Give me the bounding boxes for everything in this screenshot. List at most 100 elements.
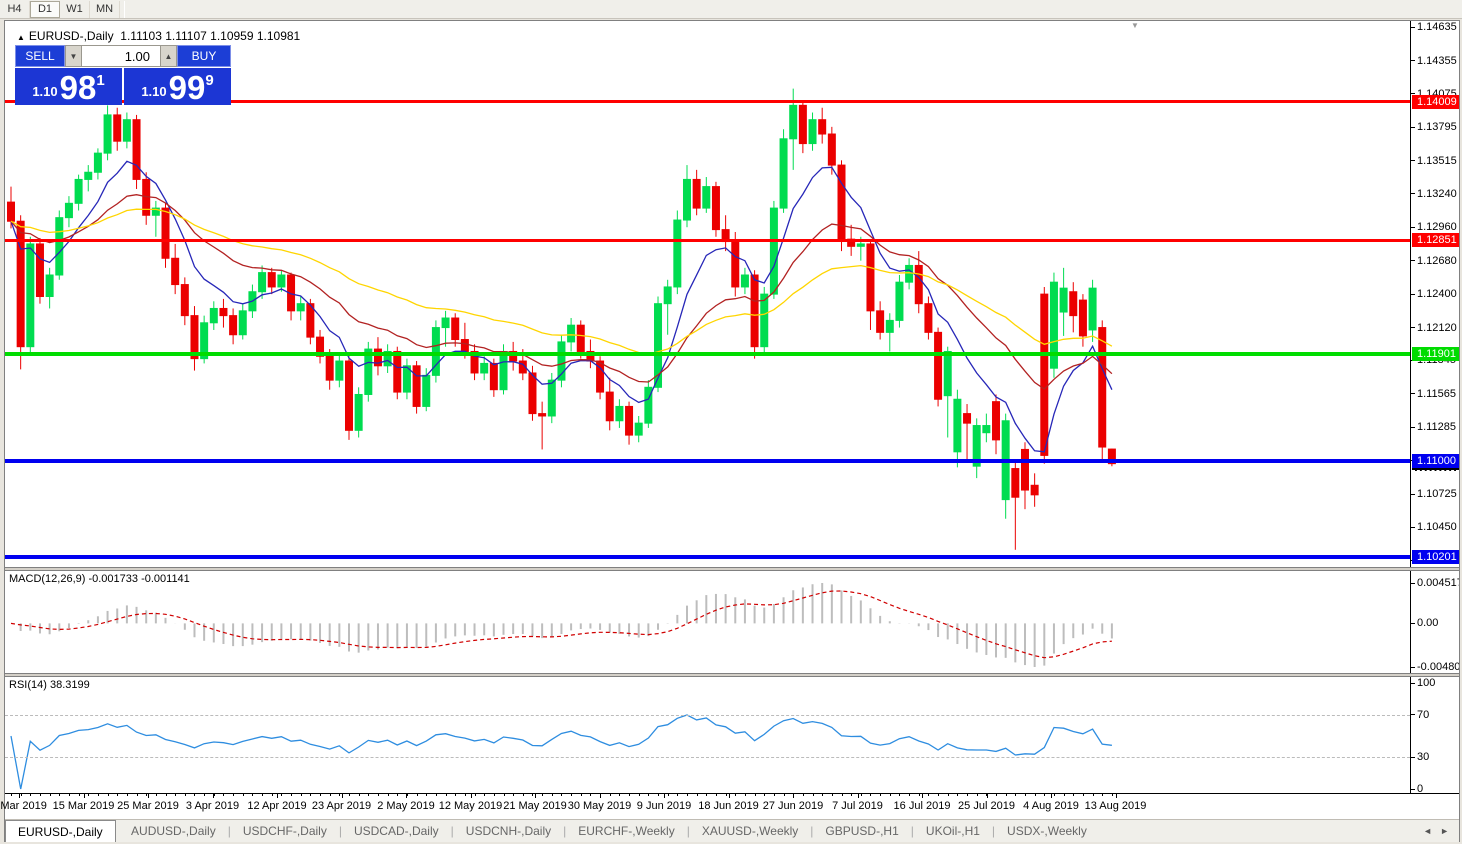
price-level-line-1.14009[interactable]: [5, 100, 1410, 104]
tab-usdx-weekly[interactable]: USDX-,Weekly: [1007, 824, 1087, 838]
price-level-line-1.12851[interactable]: [5, 238, 1410, 242]
time-axis-minor-tick: [677, 794, 679, 796]
tab-separator: |: [991, 824, 996, 838]
sell-button[interactable]: SELL: [15, 45, 65, 67]
time-axis-minor-tick: [329, 794, 331, 796]
time-axis-minor-tick: [580, 794, 582, 796]
tab-separator: |: [686, 824, 690, 838]
chart-collapse-icon[interactable]: ▲: [17, 33, 25, 42]
candle-body: [576, 324, 585, 352]
time-axis-minor-tick: [773, 794, 775, 796]
tab-scroll-right-icon[interactable]: ►: [1440, 826, 1449, 836]
tab-separator: |: [227, 824, 231, 838]
date-label: 25 Mar 2019: [117, 800, 179, 812]
tab-ukoil-h1[interactable]: UKOil-,H1: [925, 824, 980, 838]
buy-button[interactable]: BUY: [177, 45, 231, 67]
time-axis-minor-tick: [764, 794, 766, 796]
tab-usdcad-daily[interactable]: USDCAD-,Daily: [353, 824, 439, 838]
timeframe-toolbar: H4 D1 W1 MN: [0, 0, 1462, 19]
price-level-line-1.11901[interactable]: [5, 351, 1410, 356]
time-axis-minor-tick: [880, 794, 882, 796]
timeframe-button-d1[interactable]: D1: [30, 0, 60, 18]
buy-price-sup: 9: [205, 72, 214, 89]
toolbar-separator: [124, 0, 125, 18]
candle-body: [528, 372, 537, 415]
price-axis-label: 1.12120: [1417, 321, 1457, 334]
candle-body: [84, 171, 93, 180]
time-axis-minor-tick: [155, 794, 157, 796]
price-level-badge-1.12851: 1.12851: [1412, 233, 1459, 248]
rsi-axis-label: 70: [1417, 708, 1430, 721]
time-axis-tick: [1115, 794, 1117, 798]
date-label: 7 Jul 2019: [832, 800, 883, 812]
candle-body: [441, 317, 450, 329]
time-axis-minor-tick: [783, 794, 785, 796]
price-level-line-1.10201[interactable]: [5, 554, 1410, 559]
candle-body: [750, 274, 759, 348]
macd-axis-tick: [1411, 666, 1415, 668]
timeframe-button-w1[interactable]: W1: [60, 0, 90, 18]
candle-body: [93, 152, 102, 173]
sell-price-sup: 1: [96, 72, 105, 89]
tab-eurchf-weekly[interactable]: EURCHF-,Weekly: [578, 824, 675, 838]
tab-eurusd-daily[interactable]: EURUSD-,Daily: [5, 820, 116, 842]
candle-body: [596, 360, 605, 393]
tab-scroll-left-icon[interactable]: ◄: [1423, 826, 1433, 836]
rsi-level-line-70: [5, 714, 1410, 716]
candle-body: [625, 405, 634, 436]
time-axis-minor-tick: [348, 794, 350, 796]
sell-price-display[interactable]: 1.10 98 1: [15, 68, 122, 105]
candle-body: [567, 324, 576, 343]
time-axis-minor-tick: [397, 794, 399, 796]
date-label: 2 May 2019: [377, 800, 435, 812]
buy-price-display[interactable]: 1.10 99 9: [124, 68, 231, 105]
price-axis-tick: [1411, 526, 1415, 528]
candle-body: [914, 264, 923, 305]
time-axis-tick: [535, 794, 536, 798]
time-axis-minor-tick: [860, 794, 862, 796]
time-axis-minor-tick: [600, 794, 602, 796]
candle-body: [258, 272, 267, 293]
tab-usdcnh-daily[interactable]: USDCNH-,Daily: [465, 824, 552, 838]
tab-xauusd-weekly[interactable]: XAUUSD-,Weekly: [701, 824, 799, 838]
date-label: 30 May 2019: [567, 800, 632, 812]
price-axis-tick: [1411, 493, 1415, 495]
macd-axis-tick: [1411, 622, 1415, 624]
candle-body: [538, 413, 547, 417]
date-label: 27 Jun 2019: [762, 800, 824, 812]
candle-body: [287, 274, 296, 312]
candle-body: [451, 317, 460, 341]
price-axis-label: 1.10725: [1417, 488, 1457, 501]
pane-splitter[interactable]: [5, 567, 1459, 571]
price-axis-label: 1.12680: [1417, 254, 1457, 267]
price-axis-tick: [1411, 226, 1415, 228]
price-level-line-1.11000[interactable]: [5, 459, 1410, 464]
pane-splitter[interactable]: [5, 673, 1459, 677]
time-axis-minor-tick: [957, 794, 959, 796]
timeframe-button-h4[interactable]: H4: [0, 0, 30, 18]
time-axis-minor-tick: [609, 794, 611, 796]
time-axis-minor-tick: [262, 794, 264, 796]
rsi-axis-tick: [1411, 714, 1415, 716]
candle-body: [1107, 448, 1116, 465]
tab-gbpusd-h1[interactable]: GBPUSD-,H1: [825, 824, 899, 838]
time-axis-minor-tick: [223, 794, 225, 796]
candle-body: [876, 310, 885, 333]
volume-increase-button[interactable]: ▲: [160, 45, 177, 67]
macd-pane: MACD(12,26,9) -0.001733 -0.001141 0.0045…: [5, 571, 1459, 673]
candle-body: [122, 119, 131, 142]
candle-body: [209, 307, 218, 324]
tab-audusd-daily[interactable]: AUDUSD-,Daily: [131, 824, 216, 838]
price-axis-label: 1.11285: [1417, 421, 1456, 434]
timeframe-button-mn[interactable]: MN: [90, 0, 120, 18]
volume-input[interactable]: [82, 45, 160, 67]
volume-decrease-button[interactable]: ▼: [65, 45, 82, 67]
candlestick-plot: [7, 88, 1116, 550]
tab-separator: |: [338, 824, 342, 838]
date-label: 13 Aug 2019: [1084, 800, 1147, 812]
candle-body: [229, 315, 238, 336]
price-axis-label: 1.10450: [1417, 521, 1457, 534]
candle-body: [364, 348, 373, 395]
time-axis-minor-tick: [822, 794, 824, 796]
tab-usdchf-daily[interactable]: USDCHF-,Daily: [242, 824, 327, 838]
